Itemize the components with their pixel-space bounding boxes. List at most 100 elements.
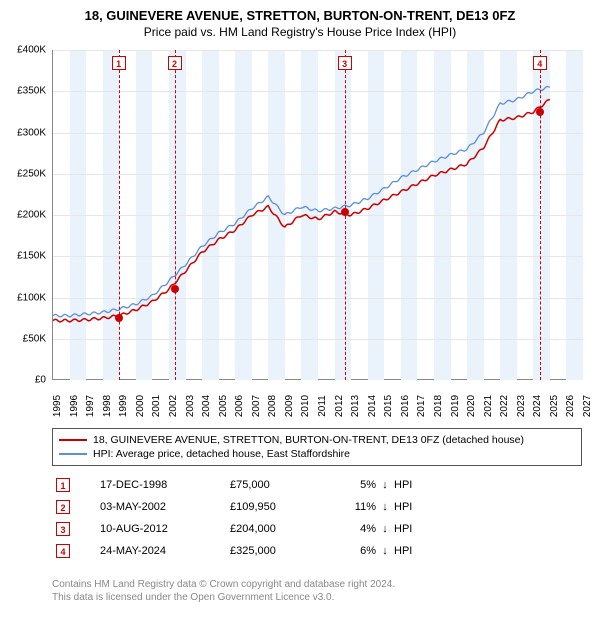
transaction-row: 1 17-DEC-1998£75,0005%↓HPI bbox=[52, 474, 582, 496]
transaction-hpi-label: HPI bbox=[394, 501, 582, 513]
x-tick-label: 2017 bbox=[416, 395, 427, 417]
sale-point bbox=[171, 285, 179, 293]
sale-marker: 3 bbox=[338, 56, 352, 70]
series-line bbox=[53, 100, 550, 322]
x-tick-label: 2010 bbox=[300, 395, 311, 417]
transaction-price: £325,000 bbox=[230, 545, 340, 557]
x-tick-label: 2027 bbox=[582, 395, 593, 417]
down-arrow-icon: ↓ bbox=[376, 479, 394, 491]
x-tick-label: 2006 bbox=[234, 395, 245, 417]
y-tick-label: £350K bbox=[17, 86, 46, 97]
x-tick-label: 1997 bbox=[85, 395, 96, 417]
y-tick-label: £100K bbox=[17, 292, 46, 303]
sale-line bbox=[119, 50, 120, 380]
sale-point bbox=[536, 108, 544, 116]
y-tick-label: £50K bbox=[23, 333, 46, 344]
x-tick-label: 2018 bbox=[433, 395, 444, 417]
titles: 18, GUINEVERE AVENUE, STRETTON, BURTON-O… bbox=[0, 0, 600, 39]
transaction-pct: 6% bbox=[340, 545, 376, 557]
transaction-hpi-label: HPI bbox=[394, 479, 582, 491]
x-tick-label: 2020 bbox=[466, 395, 477, 417]
x-tick-label: 2026 bbox=[565, 395, 576, 417]
transaction-marker: 1 bbox=[56, 478, 70, 492]
x-tick-label: 2011 bbox=[317, 395, 328, 417]
transaction-date: 03-MAY-2002 bbox=[100, 501, 230, 513]
transaction-row: 3 10-AUG-2012£204,0004%↓HPI bbox=[52, 518, 582, 540]
y-tick-label: £150K bbox=[17, 251, 46, 262]
x-tick-label: 2025 bbox=[549, 395, 560, 417]
x-tick-label: 1998 bbox=[102, 395, 113, 417]
transaction-price: £204,000 bbox=[230, 523, 340, 535]
x-tick-label: 2002 bbox=[168, 395, 179, 417]
sale-point bbox=[115, 314, 123, 322]
x-tick-label: 1995 bbox=[52, 395, 63, 417]
down-arrow-icon: ↓ bbox=[376, 523, 394, 535]
x-tick-label: 2009 bbox=[284, 395, 295, 417]
transaction-hpi-label: HPI bbox=[394, 545, 582, 557]
x-tick-label: 2012 bbox=[334, 395, 345, 417]
x-tick-label: 1999 bbox=[118, 395, 129, 417]
sale-point bbox=[341, 208, 349, 216]
y-tick-label: £200K bbox=[17, 210, 46, 221]
sale-marker: 2 bbox=[168, 56, 182, 70]
legend: 18, GUINEVERE AVENUE, STRETTON, BURTON-O… bbox=[52, 428, 582, 466]
x-tick-label: 2023 bbox=[516, 395, 527, 417]
x-tick-label: 2019 bbox=[450, 395, 461, 417]
x-tick-label: 2015 bbox=[383, 395, 394, 417]
legend-label: HPI: Average price, detached house, East… bbox=[93, 448, 350, 460]
sale-marker: 1 bbox=[112, 56, 126, 70]
sale-line bbox=[540, 50, 541, 380]
line-svg bbox=[53, 50, 583, 380]
x-tick-label: 2005 bbox=[218, 395, 229, 417]
x-tick-label: 2008 bbox=[267, 395, 278, 417]
legend-swatch bbox=[59, 453, 87, 455]
chart-container: 18, GUINEVERE AVENUE, STRETTON, BURTON-O… bbox=[0, 0, 600, 620]
y-axis: £0£50K£100K£150K£200K£250K£300K£350K£400… bbox=[0, 50, 50, 380]
footer-line1: Contains HM Land Registry data © Crown c… bbox=[52, 578, 582, 591]
title-main: 18, GUINEVERE AVENUE, STRETTON, BURTON-O… bbox=[0, 8, 600, 23]
x-tick-label: 2003 bbox=[185, 395, 196, 417]
transaction-pct: 4% bbox=[340, 523, 376, 535]
x-tick-label: 2024 bbox=[532, 395, 543, 417]
x-tick-label: 2007 bbox=[251, 395, 262, 417]
x-tick-label: 2014 bbox=[367, 395, 378, 417]
series-line bbox=[53, 87, 550, 317]
x-tick-label: 2013 bbox=[350, 395, 361, 417]
x-tick-label: 2022 bbox=[499, 395, 510, 417]
transaction-date: 17-DEC-1998 bbox=[100, 479, 230, 491]
transaction-row: 4 24-MAY-2024£325,0006%↓HPI bbox=[52, 540, 582, 562]
x-tick-label: 2004 bbox=[201, 395, 212, 417]
footer: Contains HM Land Registry data © Crown c… bbox=[52, 578, 582, 604]
transaction-pct: 5% bbox=[340, 479, 376, 491]
x-tick-label: 2021 bbox=[483, 395, 494, 417]
transaction-date: 24-MAY-2024 bbox=[100, 545, 230, 557]
footer-line2: This data is licensed under the Open Gov… bbox=[52, 591, 582, 604]
down-arrow-icon: ↓ bbox=[376, 545, 394, 557]
transaction-hpi-label: HPI bbox=[394, 523, 582, 535]
x-tick-label: 2000 bbox=[135, 395, 146, 417]
sale-marker: 4 bbox=[533, 56, 547, 70]
sale-line bbox=[175, 50, 176, 380]
legend-label: 18, GUINEVERE AVENUE, STRETTON, BURTON-O… bbox=[93, 434, 524, 446]
transaction-date: 10-AUG-2012 bbox=[100, 523, 230, 535]
transaction-marker: 4 bbox=[56, 544, 70, 558]
transaction-pct: 11% bbox=[340, 501, 376, 513]
x-axis: 1995199619971998199920002001200220032004… bbox=[52, 380, 582, 430]
x-tick-label: 2016 bbox=[400, 395, 411, 417]
plot-area: 1 2 3 4 bbox=[52, 50, 582, 380]
y-tick-label: £0 bbox=[35, 375, 46, 386]
transaction-price: £109,950 bbox=[230, 501, 340, 513]
down-arrow-icon: ↓ bbox=[376, 501, 394, 513]
transaction-price: £75,000 bbox=[230, 479, 340, 491]
y-tick-label: £400K bbox=[17, 45, 46, 56]
legend-item: HPI: Average price, detached house, East… bbox=[59, 447, 575, 461]
transaction-marker: 3 bbox=[56, 522, 70, 536]
y-tick-label: £300K bbox=[17, 127, 46, 138]
x-tick-label: 2001 bbox=[151, 395, 162, 417]
legend-swatch bbox=[59, 439, 87, 441]
transactions-table: 117-DEC-1998£75,0005%↓HPI203-MAY-2002£10… bbox=[52, 474, 582, 562]
y-tick-label: £250K bbox=[17, 168, 46, 179]
chart-area: 1 2 3 4 bbox=[52, 50, 582, 380]
transaction-marker: 2 bbox=[56, 500, 70, 514]
legend-item: 18, GUINEVERE AVENUE, STRETTON, BURTON-O… bbox=[59, 433, 575, 447]
